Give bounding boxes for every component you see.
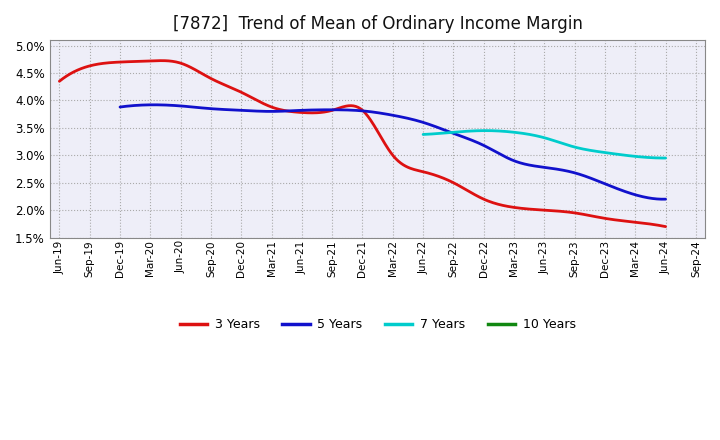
5 Years	[116, 104, 125, 110]
Title: [7872]  Trend of Mean of Ordinary Income Margin: [7872] Trend of Mean of Ordinary Income …	[173, 15, 582, 33]
5 Years	[661, 197, 670, 202]
7 Years	[564, 143, 572, 148]
5 Years	[376, 110, 384, 116]
7 Years	[618, 152, 626, 158]
3 Years	[553, 209, 562, 214]
3 Years	[648, 222, 657, 227]
5 Years	[564, 169, 572, 174]
5 Years	[659, 197, 667, 202]
7 Years	[419, 132, 428, 137]
5 Years	[150, 102, 158, 107]
Line: 7 Years: 7 Years	[423, 131, 665, 158]
3 Years	[417, 169, 426, 174]
Legend: 3 Years, 5 Years, 7 Years, 10 Years: 3 Years, 5 Years, 7 Years, 10 Years	[175, 313, 580, 336]
7 Years	[551, 138, 559, 143]
Line: 5 Years: 5 Years	[120, 105, 665, 199]
7 Years	[660, 155, 669, 161]
5 Years	[441, 128, 450, 133]
3 Years	[55, 79, 63, 84]
3 Years	[344, 103, 353, 108]
7 Years	[656, 155, 665, 161]
5 Years	[379, 111, 388, 116]
7 Years	[661, 155, 670, 161]
7 Years	[534, 134, 543, 139]
3 Years	[348, 103, 356, 108]
5 Years	[412, 118, 420, 123]
3 Years	[661, 224, 670, 229]
5 Years	[649, 196, 658, 201]
Line: 3 Years: 3 Years	[59, 61, 665, 227]
3 Years	[157, 58, 166, 63]
7 Years	[481, 128, 490, 133]
3 Years	[384, 147, 393, 152]
7 Years	[536, 134, 544, 139]
